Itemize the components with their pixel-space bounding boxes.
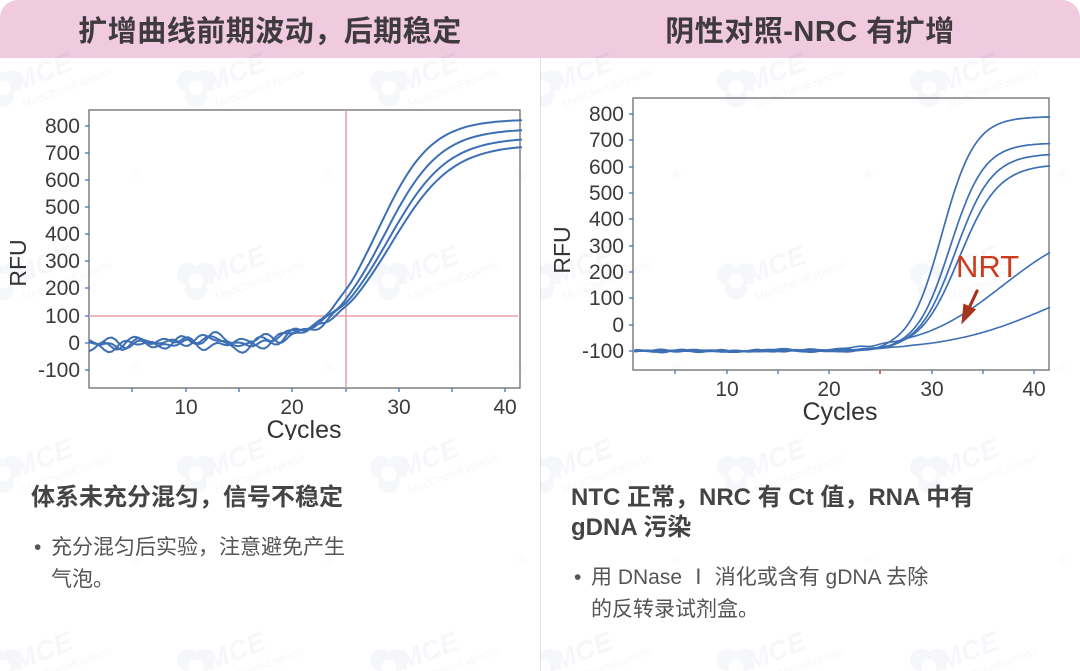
svg-text:10: 10 bbox=[715, 378, 738, 401]
svg-text:300: 300 bbox=[589, 235, 624, 258]
svg-text:-100: -100 bbox=[582, 340, 624, 363]
svg-text:40: 40 bbox=[493, 396, 516, 419]
svg-text:NRT: NRT bbox=[956, 249, 1019, 284]
svg-text:700: 700 bbox=[589, 129, 624, 152]
svg-text:-100: -100 bbox=[38, 359, 80, 382]
svg-text:0: 0 bbox=[68, 332, 80, 355]
svg-text:600: 600 bbox=[589, 156, 624, 179]
svg-text:10: 10 bbox=[174, 396, 197, 419]
svg-text:30: 30 bbox=[387, 396, 410, 419]
svg-text:800: 800 bbox=[589, 103, 624, 126]
svg-text:Cycles: Cycles bbox=[802, 398, 877, 426]
svg-text:200: 200 bbox=[45, 277, 80, 300]
svg-text:RFU: RFU bbox=[5, 239, 31, 286]
svg-text:30: 30 bbox=[920, 378, 943, 401]
svg-text:500: 500 bbox=[589, 182, 624, 205]
svg-text:RFU: RFU bbox=[549, 226, 575, 273]
svg-text:300: 300 bbox=[45, 250, 80, 273]
svg-text:500: 500 bbox=[45, 196, 80, 219]
svg-text:0: 0 bbox=[612, 314, 624, 337]
svg-text:600: 600 bbox=[45, 169, 80, 192]
svg-text:400: 400 bbox=[589, 208, 624, 231]
svg-text:100: 100 bbox=[589, 287, 624, 310]
svg-text:400: 400 bbox=[45, 223, 80, 246]
svg-text:700: 700 bbox=[45, 142, 80, 165]
svg-text:40: 40 bbox=[1022, 378, 1045, 401]
svg-text:200: 200 bbox=[589, 261, 624, 284]
svg-text:800: 800 bbox=[45, 115, 80, 138]
svg-text:100: 100 bbox=[45, 305, 80, 328]
svg-text:Cycles: Cycles bbox=[266, 416, 341, 440]
